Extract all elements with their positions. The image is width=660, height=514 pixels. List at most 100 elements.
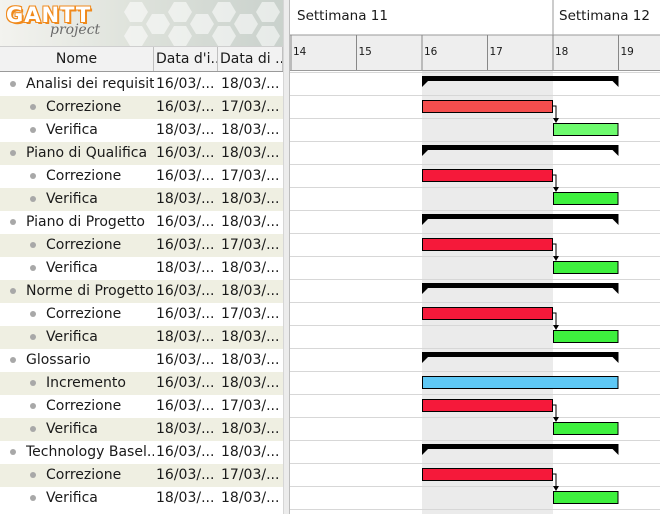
task-start-date[interactable]: 16/03/... (156, 168, 215, 184)
task-end-date[interactable]: 18/03/... (221, 260, 280, 276)
task-bar[interactable] (422, 169, 553, 182)
task-bar[interactable] (553, 261, 619, 274)
summary-bar[interactable] (422, 283, 619, 288)
task-name[interactable]: Piano di Qualifica (26, 145, 148, 161)
table-row[interactable]: Correzione 16/03/... 17/03/... (0, 303, 283, 326)
summary-bar[interactable] (422, 214, 619, 219)
summary-bar[interactable] (422, 352, 619, 357)
task-name[interactable]: Verifica (46, 421, 98, 437)
task-bar[interactable] (553, 491, 619, 504)
task-end-date[interactable]: 18/03/... (221, 191, 280, 207)
task-start-date[interactable]: 16/03/... (156, 444, 215, 460)
task-name[interactable]: Verifica (46, 490, 98, 506)
task-name[interactable]: Verifica (46, 260, 98, 276)
table-row[interactable]: Correzione 16/03/... 17/03/... (0, 464, 283, 487)
task-bar[interactable] (422, 376, 619, 389)
task-start-date[interactable]: 16/03/... (156, 76, 215, 92)
task-end-date[interactable]: 18/03/... (221, 329, 280, 345)
table-row[interactable]: Piano di Progetto 16/03/... 18/03/... (0, 211, 283, 234)
table-row[interactable]: Analisi dei requisiti 16/03/... 18/03/... (0, 73, 283, 96)
task-end-date[interactable]: 17/03/... (221, 467, 280, 483)
task-start-date[interactable]: 18/03/... (156, 260, 215, 276)
task-end-date[interactable]: 18/03/... (221, 214, 280, 230)
panel-splitter[interactable] (283, 0, 290, 514)
task-name[interactable]: Verifica (46, 122, 98, 138)
task-end-date[interactable]: 17/03/... (221, 398, 280, 414)
task-start-date[interactable]: 16/03/... (156, 375, 215, 391)
table-row[interactable]: Correzione 16/03/... 17/03/... (0, 165, 283, 188)
task-bar[interactable] (422, 100, 553, 113)
task-name[interactable]: Verifica (46, 191, 98, 207)
task-end-date[interactable]: 18/03/... (221, 145, 280, 161)
summary-bar[interactable] (422, 145, 619, 150)
task-start-date[interactable]: 16/03/... (156, 398, 215, 414)
task-end-date[interactable]: 17/03/... (221, 99, 280, 115)
task-end-date[interactable]: 18/03/... (221, 76, 280, 92)
column-header-end-date[interactable]: Data di ... (218, 47, 283, 71)
column-header-name[interactable]: Nome (0, 47, 154, 71)
task-end-date[interactable]: 18/03/... (221, 352, 280, 368)
task-name[interactable]: Norme di Progetto (26, 283, 154, 299)
task-name[interactable]: Correzione (46, 237, 122, 253)
table-row[interactable]: Technology Basel... 16/03/... 18/03/... (0, 441, 283, 464)
task-bar[interactable] (422, 468, 553, 481)
column-header-start-date[interactable]: Data d'i... (154, 47, 218, 71)
task-end-date[interactable]: 17/03/... (221, 306, 280, 322)
task-name[interactable]: Incremento (46, 375, 126, 391)
task-bar[interactable] (553, 330, 619, 343)
task-name[interactable]: Analisi dei requisiti (26, 76, 154, 92)
table-row[interactable]: Norme di Progetto 16/03/... 18/03/... (0, 280, 283, 303)
task-name[interactable]: Correzione (46, 467, 122, 483)
table-row[interactable]: Glossario 16/03/... 18/03/... (0, 349, 283, 372)
task-name[interactable]: Correzione (46, 306, 122, 322)
table-row[interactable]: Correzione 16/03/... 17/03/... (0, 395, 283, 418)
task-start-date[interactable]: 16/03/... (156, 145, 215, 161)
task-start-date[interactable]: 16/03/... (156, 306, 215, 322)
task-end-date[interactable]: 17/03/... (221, 168, 280, 184)
task-name[interactable]: Piano di Progetto (26, 214, 145, 230)
task-name[interactable]: Correzione (46, 398, 122, 414)
gantt-chart-area[interactable]: Settimana 11 Settimana 12 14 15 16 17 18 19 (290, 0, 660, 514)
table-row[interactable]: Verifica 18/03/... 18/03/... (0, 418, 283, 441)
task-name[interactable]: Correzione (46, 99, 122, 115)
task-start-date[interactable]: 16/03/... (156, 99, 215, 115)
task-start-date[interactable]: 18/03/... (156, 490, 215, 506)
task-start-date[interactable]: 16/03/... (156, 283, 215, 299)
table-row[interactable]: Correzione 16/03/... 17/03/... (0, 234, 283, 257)
table-row[interactable]: Verifica 18/03/... 18/03/... (0, 326, 283, 349)
task-name[interactable]: Technology Basel... (26, 444, 154, 460)
task-bar[interactable] (553, 422, 619, 435)
task-end-date[interactable]: 17/03/... (221, 237, 280, 253)
task-end-date[interactable]: 18/03/... (221, 490, 280, 506)
task-start-date[interactable]: 16/03/... (156, 352, 215, 368)
task-name[interactable]: Verifica (46, 329, 98, 345)
table-row[interactable]: Verifica 18/03/... 18/03/... (0, 257, 283, 280)
table-row[interactable]: Verifica 18/03/... 18/03/... (0, 487, 283, 510)
task-start-date[interactable]: 18/03/... (156, 329, 215, 345)
table-row[interactable]: Piano di Qualifica 16/03/... 18/03/... (0, 142, 283, 165)
task-start-date[interactable]: 16/03/... (156, 467, 215, 483)
task-end-date[interactable]: 18/03/... (221, 283, 280, 299)
summary-bar[interactable] (422, 76, 619, 81)
table-row[interactable]: Verifica 18/03/... 18/03/... (0, 188, 283, 211)
task-end-date[interactable]: 18/03/... (221, 122, 280, 138)
table-row[interactable]: Incremento 16/03/... 18/03/... (0, 372, 283, 395)
task-bar[interactable] (422, 399, 553, 412)
task-end-date[interactable]: 18/03/... (221, 444, 280, 460)
task-end-date[interactable]: 18/03/... (221, 421, 280, 437)
task-start-date[interactable]: 18/03/... (156, 421, 215, 437)
task-name[interactable]: Glossario (26, 352, 91, 368)
task-bar[interactable] (553, 192, 619, 205)
task-bar[interactable] (422, 238, 553, 251)
task-start-date[interactable]: 16/03/... (156, 214, 215, 230)
task-name[interactable]: Correzione (46, 168, 122, 184)
task-start-date[interactable]: 18/03/... (156, 191, 215, 207)
summary-bar[interactable] (422, 444, 619, 449)
table-row[interactable]: Correzione 16/03/... 17/03/... (0, 96, 283, 119)
table-row[interactable]: Verifica 18/03/... 18/03/... (0, 119, 283, 142)
task-start-date[interactable]: 18/03/... (156, 122, 215, 138)
task-bar[interactable] (553, 123, 619, 136)
task-start-date[interactable]: 16/03/... (156, 237, 215, 253)
task-bar[interactable] (422, 307, 553, 320)
task-end-date[interactable]: 18/03/... (221, 375, 280, 391)
